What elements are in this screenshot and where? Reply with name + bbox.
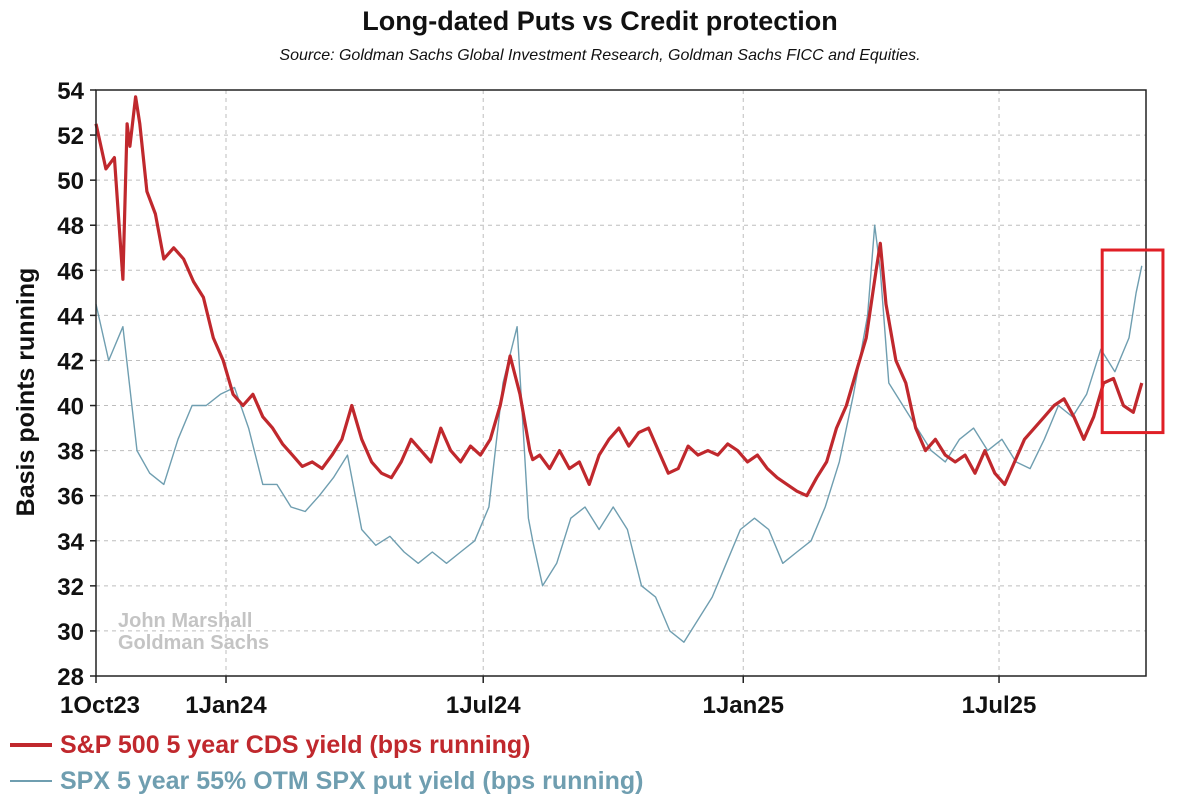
- watermark-line: Goldman Sachs: [118, 632, 269, 654]
- y-tick-label: 52: [57, 123, 84, 150]
- legend-label-cds: S&P 500 5 year CDS yield (bps running): [60, 730, 531, 759]
- legend-label-put: SPX 5 year 55% OTM SPX put yield (bps ru…: [60, 766, 644, 795]
- series-line-put: [95, 224, 1143, 643]
- y-tick-label: 40: [57, 394, 84, 421]
- y-tick-label: 44: [57, 303, 84, 330]
- y-tick-label: 46: [57, 258, 84, 285]
- y-tick-label: 50: [57, 168, 84, 195]
- y-axis-label: Basis points running: [12, 268, 40, 517]
- grid-lines: [96, 90, 1146, 676]
- x-tick-label: 1Oct23: [60, 692, 140, 719]
- series-line-cds: [94, 95, 1144, 498]
- y-tick-label: 34: [57, 529, 84, 556]
- x-axis-ticks: 1Oct23 1Jan24 1Jul24 1Jan25 1Jul25: [60, 676, 1036, 719]
- y-axis-ticks: 28 30 32 34 36 38 40 42 44 46 48 50 52 54: [57, 78, 96, 691]
- series-layer: [94, 95, 1144, 643]
- x-tick-label: 1Jul24: [446, 692, 521, 719]
- x-tick-label: 1Jan24: [185, 692, 267, 719]
- y-tick-label: 48: [57, 213, 84, 240]
- x-tick-label: 1Jan25: [703, 692, 784, 719]
- legend-item-cds: S&P 500 5 year CDS yield (bps running): [10, 730, 531, 760]
- chart-title: Long-dated Puts vs Credit protection: [362, 6, 838, 36]
- y-tick-label: 32: [57, 574, 84, 601]
- highlight-box: [1100, 248, 1165, 435]
- y-tick-label: 42: [57, 348, 84, 375]
- legend-swatch-cds: [10, 743, 52, 747]
- y-tick-label: 30: [57, 619, 84, 646]
- legend-item-put: SPX 5 year 55% OTM SPX put yield (bps ru…: [10, 766, 643, 796]
- legend-swatch-put: [10, 780, 52, 782]
- chart-subtitle: Source: Goldman Sachs Global Investment …: [279, 47, 921, 64]
- y-tick-label: 54: [57, 78, 84, 105]
- watermark-line: John Marshall: [118, 610, 252, 632]
- y-tick-label: 28: [57, 664, 84, 691]
- y-tick-label: 38: [57, 439, 84, 466]
- x-tick-label: 1Jul25: [962, 692, 1037, 719]
- y-tick-label: 36: [57, 484, 84, 511]
- plot-border: [95, 89, 1147, 677]
